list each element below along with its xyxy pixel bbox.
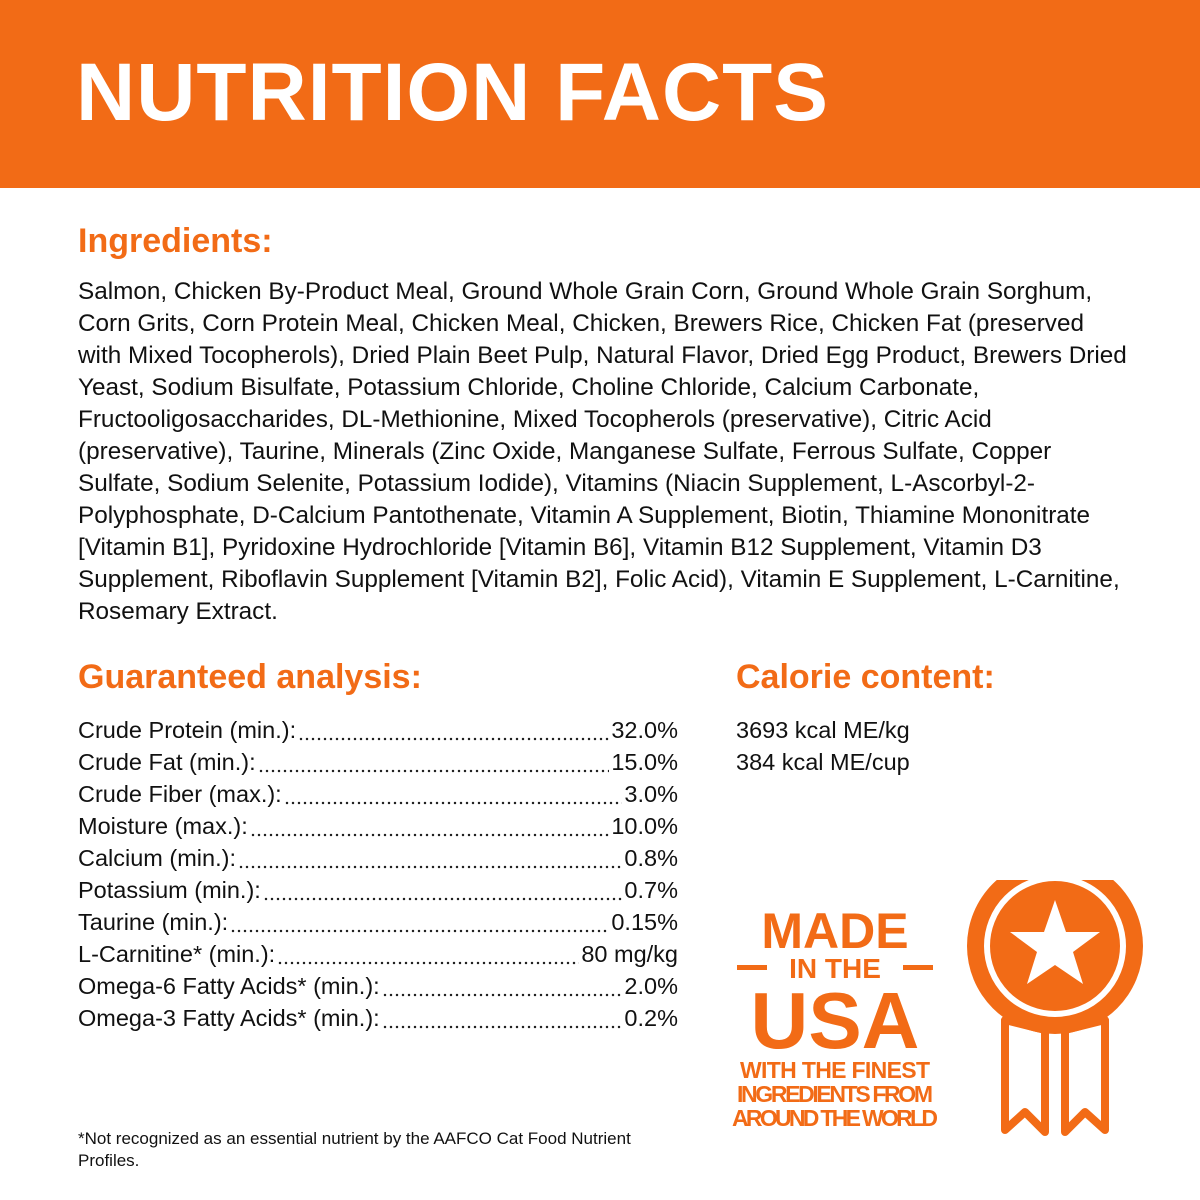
dot-leader [283,778,623,810]
calorie-line: 384 kcal ME/cup [736,749,910,775]
badge-tagline: INGREDIENTS FROM [737,1081,933,1107]
badge-in-the: IN THE [789,953,881,984]
dot-leader [262,874,623,906]
badge-rule [903,965,933,970]
made-in-usa-badge: MADE IN THE USA WITH THE FINEST INGREDIE… [732,880,1143,1136]
analysis-list: Crude Protein (min.): 32.0% Crude Fat (min… [78,714,678,1034]
badge-usa: USA [751,976,920,1065]
analysis-label: Crude Fat (min.): [78,749,256,775]
analysis-label: Crude Protein (min.): [78,717,297,743]
analysis-value: 2.0% [624,973,678,999]
analysis-row: Taurine (min.): 0.15% [78,906,678,938]
analysis-row: Potassium (min.): 0.7% [78,874,678,906]
calorie-list: 3693 kcal ME/kg 384 kcal ME/cup [736,714,910,778]
analysis-value: 0.15% [611,909,678,935]
badge-tagline: AROUND THE WORLD [732,1105,938,1131]
medal-icon [967,880,1143,1136]
analysis-value: 0.7% [624,877,678,903]
analysis-row: Crude Fat (min.): 15.0% [78,746,678,778]
analysis-value: 15.0% [611,749,678,775]
ingredients-heading: Ingredients: [78,222,273,260]
analysis-heading: Guaranteed analysis: [78,658,422,696]
analysis-value: 80 mg/kg [581,941,678,967]
badge-rule [737,965,767,970]
analysis-value: 32.0% [611,717,678,743]
analysis-label: Calcium (min.): [78,845,236,871]
analysis-value: 10.0% [611,813,678,839]
analysis-row: Omega-6 Fatty Acids* (min.): 2.0% [78,970,678,1002]
dot-leader [237,842,623,874]
analysis-label: L-Carnitine* (min.): [78,941,276,967]
analysis-value: 0.8% [624,845,678,871]
analysis-label: Crude Fiber (max.): [78,781,282,807]
analysis-label: Moisture (max.): [78,813,248,839]
footnote: *Not recognized as an essential nutrient… [78,1129,631,1170]
analysis-label: Omega-6 Fatty Acids* (min.): [78,973,380,999]
analysis-row: Crude Protein (min.): 32.0% [78,714,678,746]
dot-leader [381,970,623,1002]
analysis-row: Omega-3 Fatty Acids* (min.): 0.2% [78,1002,678,1034]
analysis-value: 0.2% [624,1005,678,1031]
dot-leader [298,714,610,746]
analysis-label: Taurine (min.): [78,909,229,935]
analysis-label: Omega-3 Fatty Acids* (min.): [78,1005,380,1031]
analysis-label: Potassium (min.): [78,877,261,903]
analysis-row: Moisture (max.): 10.0% [78,810,678,842]
dot-leader [277,938,580,970]
analysis-row: Calcium (min.): 0.8% [78,842,678,874]
analysis-row: L-Carnitine* (min.): 80 mg/kg [78,938,678,970]
analysis-row: Crude Fiber (max.): 3.0% [78,778,678,810]
ingredients-text: Salmon, Chicken By-Product Meal, Ground … [78,278,1127,625]
dot-leader [230,906,610,938]
calorie-heading: Calorie content: [736,658,995,696]
dot-leader [381,1002,623,1034]
title: NUTRITION FACTS [76,47,829,138]
dot-leader [257,746,610,778]
header: NUTRITION FACTS [0,0,1200,188]
badge-tagline: WITH THE FINEST [740,1057,930,1083]
analysis-value: 3.0% [624,781,678,807]
badge-made: MADE [761,903,908,959]
calorie-line: 3693 kcal ME/kg [736,717,910,743]
dot-leader [249,810,610,842]
